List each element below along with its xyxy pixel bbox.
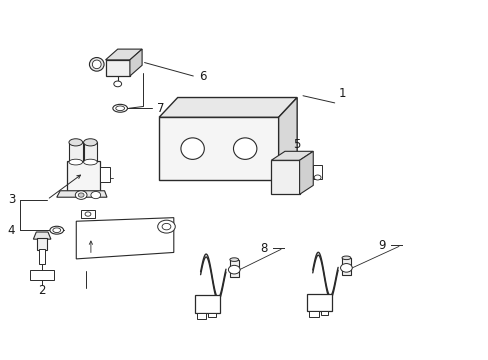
Ellipse shape: [233, 138, 256, 159]
Polygon shape: [76, 218, 173, 259]
Circle shape: [91, 192, 101, 199]
Bar: [320, 311, 328, 315]
Polygon shape: [271, 160, 299, 194]
Bar: [208, 313, 216, 317]
Bar: [229, 260, 238, 277]
Polygon shape: [159, 98, 297, 117]
Bar: [196, 313, 206, 319]
Circle shape: [228, 265, 240, 274]
Bar: [39, 249, 45, 264]
Ellipse shape: [50, 226, 63, 234]
Circle shape: [85, 212, 91, 216]
Polygon shape: [57, 191, 107, 197]
Text: 4: 4: [8, 224, 15, 237]
Ellipse shape: [116, 106, 124, 111]
Ellipse shape: [229, 258, 238, 261]
Ellipse shape: [53, 228, 61, 233]
Polygon shape: [299, 151, 313, 194]
Text: 6: 6: [199, 69, 206, 82]
Text: 8: 8: [260, 242, 267, 255]
Bar: [341, 258, 350, 275]
Circle shape: [340, 264, 351, 272]
Polygon shape: [278, 98, 297, 180]
Ellipse shape: [341, 256, 350, 260]
Text: 9: 9: [378, 239, 385, 252]
Circle shape: [75, 191, 87, 199]
Text: 5: 5: [293, 138, 300, 151]
Bar: [313, 165, 322, 179]
Ellipse shape: [181, 138, 204, 159]
Text: 2: 2: [39, 284, 46, 297]
Bar: [308, 311, 318, 318]
Bar: [30, 270, 54, 280]
Ellipse shape: [69, 159, 82, 165]
Polygon shape: [130, 49, 142, 76]
Bar: [194, 296, 220, 313]
Polygon shape: [105, 60, 130, 76]
Text: 1: 1: [338, 87, 345, 100]
Ellipse shape: [83, 139, 97, 146]
Polygon shape: [159, 117, 278, 180]
Circle shape: [314, 175, 321, 180]
Polygon shape: [105, 49, 142, 60]
Bar: [66, 161, 100, 191]
Bar: [100, 167, 110, 182]
Ellipse shape: [92, 60, 101, 69]
Polygon shape: [33, 232, 51, 239]
Bar: [69, 142, 82, 162]
Bar: [81, 211, 95, 218]
Bar: [306, 294, 331, 311]
Ellipse shape: [83, 159, 97, 165]
Ellipse shape: [113, 104, 127, 112]
Ellipse shape: [69, 139, 82, 146]
Bar: [37, 238, 47, 250]
Text: 3: 3: [8, 193, 15, 206]
Circle shape: [158, 220, 175, 233]
Circle shape: [114, 81, 122, 87]
Circle shape: [162, 224, 170, 230]
Ellipse shape: [89, 58, 104, 71]
Circle shape: [78, 193, 84, 197]
Bar: [83, 142, 97, 162]
Polygon shape: [271, 151, 313, 160]
Text: 7: 7: [157, 102, 164, 115]
